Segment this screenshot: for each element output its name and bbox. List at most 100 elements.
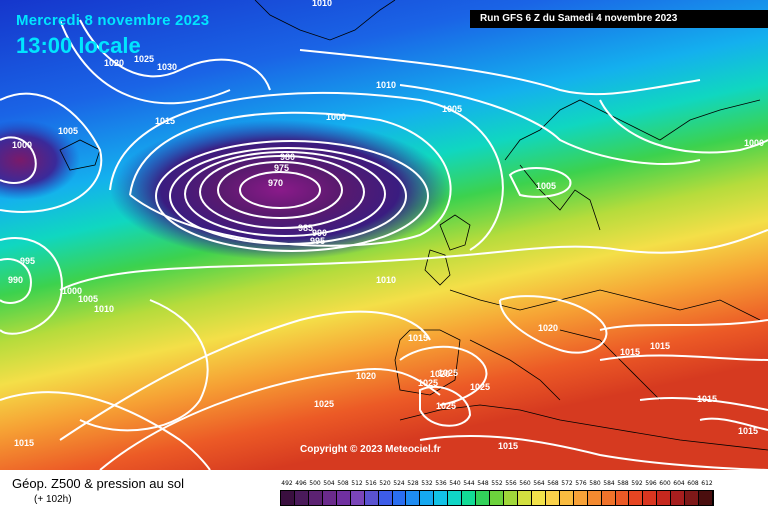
color-scale-bar	[280, 490, 714, 506]
color-scale-label: 520	[379, 480, 391, 487]
color-scale-label: 492	[281, 480, 293, 487]
color-scale-swatch	[281, 491, 295, 505]
color-scale-label: 552	[491, 480, 503, 487]
isobar-label: 1025	[438, 368, 458, 378]
isobar-label: 1010	[376, 80, 396, 90]
color-scale-label: 596	[645, 480, 657, 487]
color-scale-swatch	[671, 491, 686, 505]
isobars	[0, 19, 768, 470]
isobar-label: 990	[8, 275, 23, 285]
color-scale-label: 576	[575, 480, 587, 487]
isobar-label: 1010	[376, 275, 396, 285]
color-scale-label: 580	[589, 480, 601, 487]
color-scale-label: 532	[421, 480, 433, 487]
color-scale-swatch	[476, 491, 491, 505]
isobar-labels: 1010 1020 1025 1030 1015 1005 1000 1010 …	[8, 0, 764, 451]
color-scale-label: 564	[533, 480, 545, 487]
color-scale-label: 588	[617, 480, 629, 487]
color-scale-label: 508	[337, 480, 349, 487]
isobar-label: 975	[274, 163, 289, 173]
copyright: Copyright © 2023 Meteociel.fr	[300, 444, 441, 455]
weather-map-canvas: 1010 1020 1025 1030 1015 1005 1000 1010 …	[0, 0, 768, 470]
isobar-label: 1005	[78, 294, 98, 304]
isobar-label: 1010	[312, 0, 332, 8]
color-scale-swatch	[657, 491, 672, 505]
color-scale-label: 548	[477, 480, 489, 487]
isobar-label: 1005	[58, 126, 78, 136]
isobar-label: 1000	[12, 140, 32, 150]
isobar-label: 1015	[408, 333, 428, 343]
legend-title: Géop. Z500 & pression au sol	[12, 476, 184, 491]
color-scale-swatch	[350, 491, 365, 505]
isobar-label: 1015	[155, 116, 175, 126]
color-scale-label: 568	[547, 480, 559, 487]
isobar-label: 1020	[356, 371, 376, 381]
isobar-label: 995	[310, 236, 325, 246]
isobar-label: 1015	[14, 438, 34, 448]
isobar-label: 1030	[157, 62, 177, 72]
color-scale-label: 556	[505, 480, 517, 487]
color-scale-label: 560	[519, 480, 531, 487]
color-scale-label: 524	[393, 480, 405, 487]
coastlines	[59, 0, 768, 451]
isobar-label: 1020	[104, 58, 124, 68]
isobar-label: 1015	[697, 394, 717, 404]
color-scale-swatch	[378, 491, 393, 505]
isobar-label: 1015	[498, 441, 518, 451]
isobar-label: 1000	[62, 286, 82, 296]
color-scale-swatch	[364, 491, 379, 505]
color-scale-swatch	[601, 491, 616, 505]
color-scale-swatch	[294, 491, 309, 505]
color-scale-label: 496	[295, 480, 307, 487]
color-scale-label: 612	[701, 480, 713, 487]
isobar-label: 1015	[738, 426, 758, 436]
color-scale-label: 604	[673, 480, 685, 487]
run-info: Run GFS 6 Z du Samedi 4 novembre 2023	[470, 10, 768, 28]
color-scale-swatch	[490, 491, 504, 505]
forecast-date: Mercredi 8 novembre 2023	[16, 12, 210, 29]
color-scale-swatch	[573, 491, 588, 505]
color-scale-swatch	[308, 491, 323, 505]
color-scale-swatch	[462, 491, 477, 505]
color-scale-swatch	[420, 491, 435, 505]
color-scale-label: 572	[561, 480, 573, 487]
color-scale-swatch	[587, 491, 602, 505]
color-scale-swatch	[531, 491, 546, 505]
isobar-label: 1010	[94, 304, 114, 314]
color-scale-swatch	[629, 491, 644, 505]
isobar-label: 1020	[538, 323, 558, 333]
color-scale-swatch	[336, 491, 351, 505]
color-scale-label: 584	[603, 480, 615, 487]
color-scale-swatch	[406, 491, 421, 505]
isobar-label: 1005	[442, 104, 462, 114]
isobar-label: 980	[280, 152, 295, 162]
isobar-label: 1025	[418, 378, 438, 388]
color-scale-swatch	[559, 491, 574, 505]
isobar-label: 1025	[436, 401, 456, 411]
color-scale-label: 608	[687, 480, 699, 487]
color-scale-swatch	[322, 491, 337, 505]
color-scale-swatch	[392, 491, 407, 505]
color-scale-swatch	[545, 491, 560, 505]
isobar-label: 1015	[650, 341, 670, 351]
isobar-label: 1000	[744, 138, 764, 148]
legend-subtitle: (+ 102h)	[34, 494, 72, 505]
color-scale-label: 512	[351, 480, 363, 487]
legend-panel: Géop. Z500 & pression au sol (+ 102h) 49…	[0, 470, 768, 512]
color-scale-swatch	[448, 491, 463, 505]
isobar-label: 970	[268, 178, 283, 188]
color-scale-swatch	[517, 491, 532, 505]
forecast-time: 13:00 locale	[16, 33, 141, 58]
color-scale-label: 516	[365, 480, 377, 487]
color-scale-label: 544	[463, 480, 475, 487]
color-scale-label: 536	[435, 480, 447, 487]
color-scale-swatch	[504, 491, 518, 505]
color-scale-swatch	[643, 491, 658, 505]
isobar-label: 995	[20, 256, 35, 266]
isobar-label: 1005	[536, 181, 556, 191]
color-scale-swatch	[434, 491, 449, 505]
isobar-label: 985	[298, 223, 313, 233]
color-scale-swatch	[615, 491, 630, 505]
isobar-label: 990	[312, 228, 327, 238]
